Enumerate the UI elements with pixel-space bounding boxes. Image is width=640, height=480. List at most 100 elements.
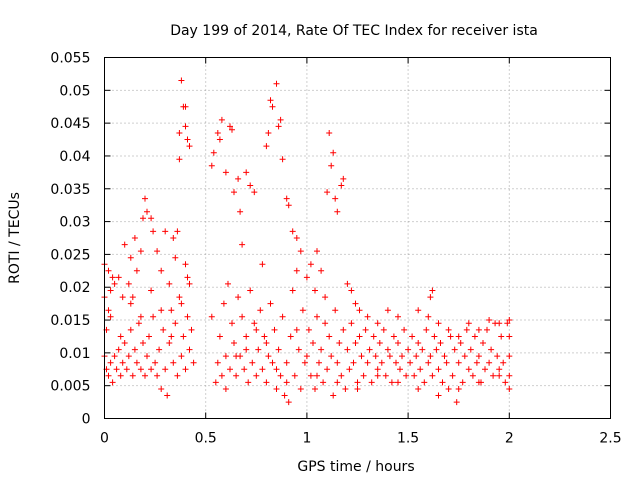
data-point [135, 320, 142, 327]
data-point [178, 300, 185, 307]
data-point [403, 372, 410, 379]
data-point [506, 333, 513, 340]
axis-ticks: 0 0.5 1 1.5 2 2.5 0 0.005 0.01 0.015 0.02 0.025 0.03… [50, 51, 621, 447]
data-point [113, 366, 120, 373]
data-point [271, 326, 278, 333]
data-point [182, 366, 189, 373]
data-point [178, 353, 185, 360]
data-point [380, 326, 387, 333]
data-point [243, 169, 250, 176]
data-point [131, 346, 138, 353]
data-point [350, 359, 357, 366]
data-point [287, 333, 294, 340]
data-point [364, 359, 371, 366]
data-point [117, 333, 124, 340]
data-point [125, 353, 132, 360]
data-point [148, 215, 155, 222]
data-point [395, 379, 401, 386]
chart-title: Day 199 of 2014, Rate Of TEC Index for r… [170, 23, 538, 39]
x-tick-label: 2 [505, 431, 514, 447]
data-point [445, 386, 452, 392]
data-point [295, 346, 302, 353]
data-point [441, 353, 448, 360]
data-point [465, 366, 472, 373]
data-point [150, 228, 157, 235]
data-point [435, 320, 442, 327]
data-point [429, 372, 436, 379]
data-point [261, 333, 268, 340]
data-point [480, 340, 486, 346]
data-point [354, 386, 361, 392]
data-point [176, 130, 183, 136]
data-point [214, 359, 221, 366]
data-point [220, 300, 227, 307]
data-point [461, 353, 468, 360]
data-point [338, 182, 345, 189]
data-point [307, 261, 314, 268]
grid [104, 57, 611, 419]
data-point [285, 399, 292, 406]
data-point [352, 340, 359, 346]
data-point [269, 359, 276, 366]
data-point [257, 307, 264, 314]
data-point [158, 307, 165, 314]
data-point [241, 366, 248, 373]
data-point [376, 340, 383, 346]
data-point [374, 372, 381, 379]
data-point [235, 175, 242, 182]
data-point [360, 372, 367, 379]
data-point [344, 280, 351, 287]
data-point [445, 326, 452, 333]
data-point [332, 307, 339, 314]
y-tick-label: 0.04 [59, 149, 90, 165]
data-point [397, 366, 403, 373]
data-point [247, 287, 254, 294]
data-point [482, 366, 488, 373]
data-point [243, 346, 250, 353]
data-point [115, 346, 122, 353]
data-point [312, 386, 318, 392]
data-point [269, 103, 276, 110]
data-point [251, 189, 258, 196]
data-point [105, 267, 112, 274]
data-point [164, 392, 171, 399]
data-point [326, 130, 333, 136]
data-point [188, 326, 195, 333]
x-tick-label: 0.5 [195, 431, 217, 447]
data-point [239, 241, 246, 248]
data-point [415, 386, 422, 392]
data-point [399, 353, 405, 360]
data-point [186, 346, 193, 353]
data-point [218, 116, 225, 123]
data-point [415, 307, 422, 314]
data-point [506, 317, 513, 323]
data-point [289, 228, 296, 235]
data-point [162, 228, 169, 235]
data-point [340, 326, 347, 333]
data-point [293, 326, 300, 333]
data-point [368, 379, 375, 386]
data-point [121, 340, 128, 346]
data-point [212, 379, 219, 386]
data-point [374, 320, 381, 327]
data-point [435, 366, 442, 373]
data-point [216, 136, 223, 143]
data-point [439, 379, 446, 386]
data-point [182, 123, 189, 130]
data-point [273, 80, 280, 87]
data-point [178, 77, 185, 84]
data-point [467, 346, 474, 353]
data-point [243, 333, 250, 340]
data-point [390, 333, 397, 340]
data-point [150, 313, 157, 320]
data-point [162, 366, 169, 373]
data-point [105, 372, 112, 379]
data-point [486, 317, 493, 323]
y-tick-label: 0.055 [50, 51, 90, 67]
data-point [310, 340, 316, 346]
data-point [490, 372, 497, 379]
data-point [233, 372, 240, 379]
data-point [314, 372, 320, 379]
data-point [216, 333, 223, 340]
data-point [395, 340, 401, 346]
